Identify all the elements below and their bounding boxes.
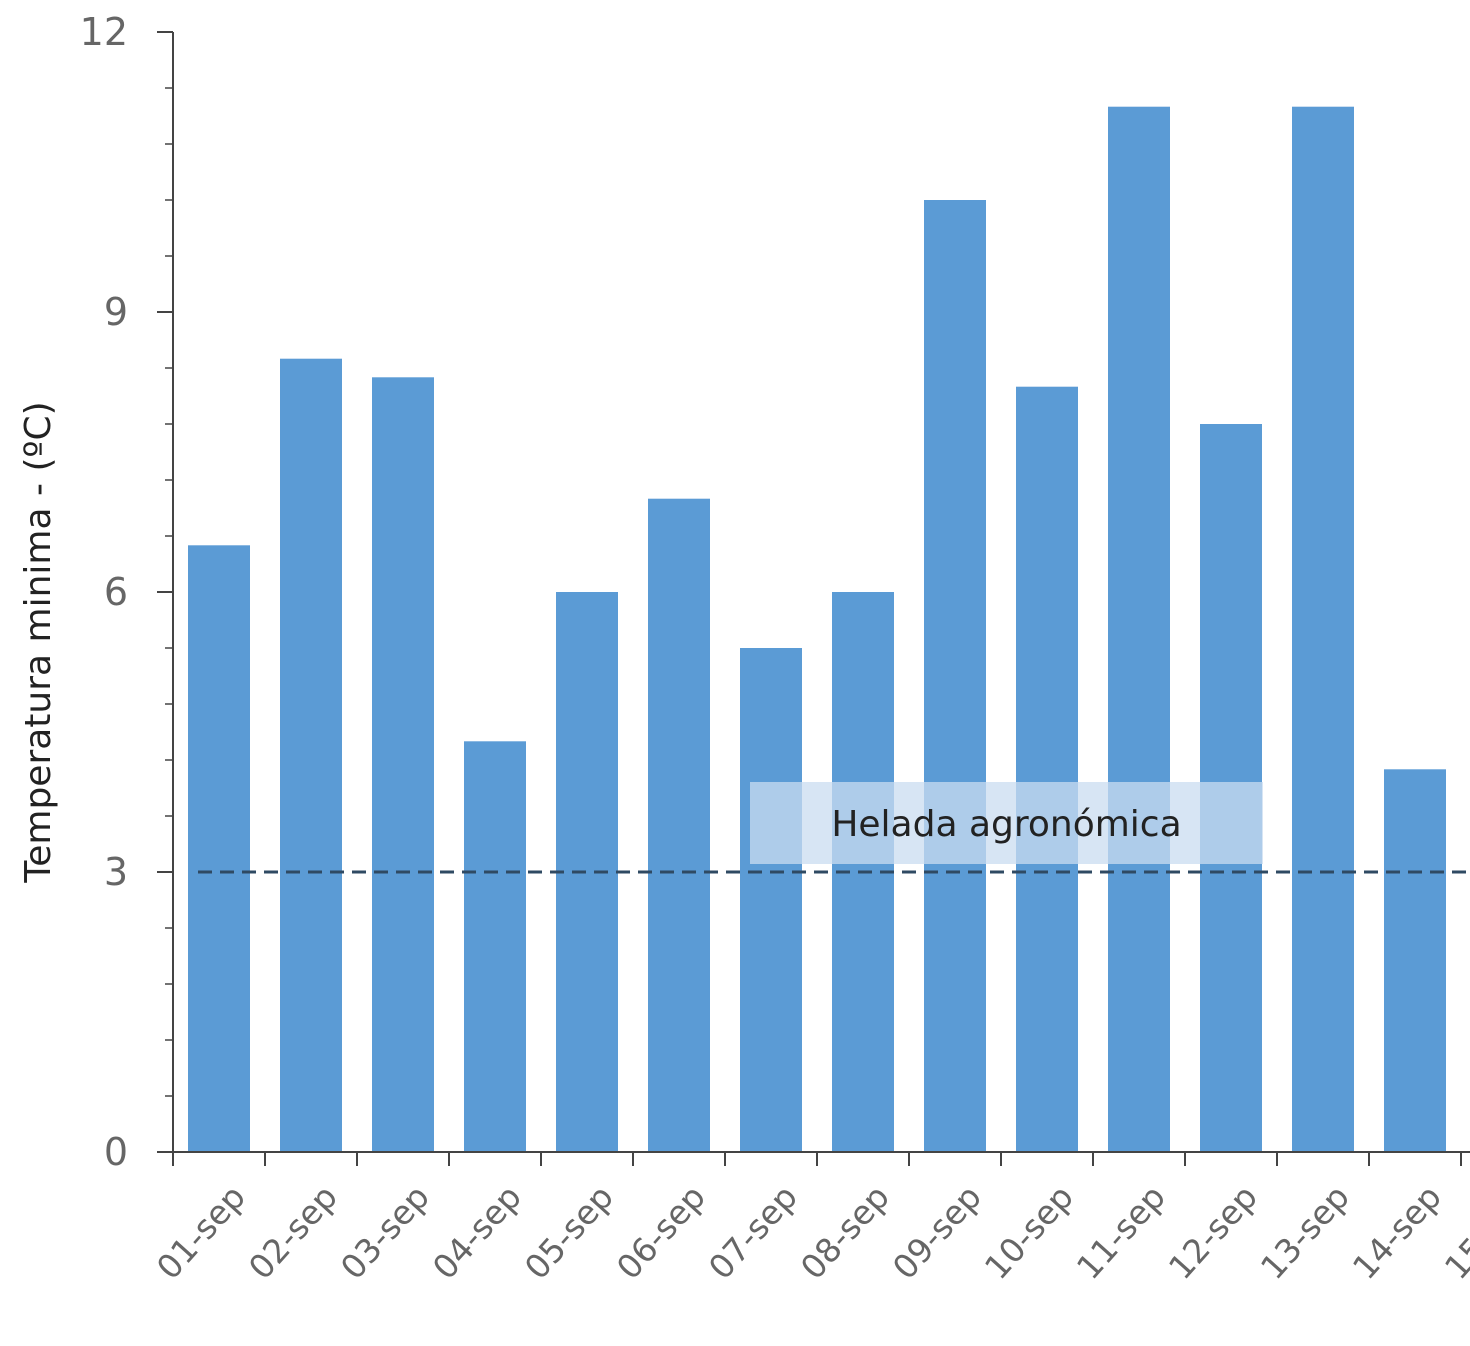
bar-13-sep [1292,106,1354,1153]
bar-07-sep [740,648,802,1152]
bars-layer [188,106,1446,1153]
x-tick-label-14-sep: 14-sep [1345,1177,1449,1287]
annotation-label: Helada agronómica [831,804,1181,845]
x-tick-label-10-sep: 10-sep [977,1177,1081,1287]
x-tick-label-13-sep: 13-sep [1253,1177,1357,1287]
reference-line-layer: Helada agronómica [198,782,1470,874]
bar-04-sep [464,741,526,1152]
bar-06-sep [648,498,710,1152]
bar-11-sep [1108,106,1170,1153]
bar-01-sep [188,545,250,1152]
y-axis-title: Temperatura minima - (ºC) [18,401,59,883]
bar-14-sep [1384,769,1446,1152]
x-tick-label-07-sep: 07-sep [701,1177,805,1287]
x-tick-label-01-sep: 01-sep [149,1177,253,1287]
bar-02-sep [280,358,342,1152]
x-tick-label-08-sep: 08-sep [793,1177,897,1287]
x-tick-label-09-sep: 09-sep [885,1177,989,1287]
y-tick-label: 9 [104,290,128,334]
x-tick-label-11-sep: 11-sep [1069,1177,1173,1287]
x-tick-label-12-sep: 12-sep [1161,1177,1265,1287]
y-tick-label: 6 [104,570,128,614]
axes-layer [157,31,1470,1166]
x-tick-label-03-sep: 03-sep [333,1177,437,1287]
bar-03-sep [372,377,434,1152]
x-tick-label-04-sep: 04-sep [425,1177,529,1287]
y-tick-label: 3 [104,850,128,894]
x-tick-label-02-sep: 02-sep [241,1177,345,1287]
x-tick-label-05-sep: 05-sep [517,1177,621,1287]
annotation-box [750,782,1263,864]
x-tick-label-06-sep: 06-sep [609,1177,713,1287]
x-tick-label-15-sep: 15-sep [1437,1177,1470,1287]
y-tick-label: 0 [104,1130,128,1174]
y-tick-label: 12 [80,10,128,54]
bar-05-sep [556,592,618,1152]
bar-10-sep [1016,386,1078,1152]
bar-09-sep [924,200,986,1152]
